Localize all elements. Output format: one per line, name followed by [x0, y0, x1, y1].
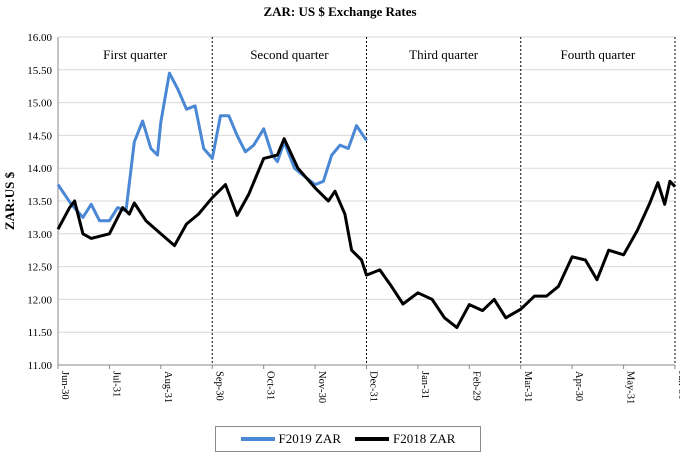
quarter-label: Third quarter: [409, 47, 479, 62]
x-tick-label: Aug-31: [162, 371, 173, 403]
x-tick-label: Dec-31: [368, 371, 379, 402]
legend-item-f2019: F2019 ZAR: [240, 431, 341, 447]
y-tick-label: 14.50: [27, 130, 52, 142]
legend-swatch-f2019: [240, 437, 275, 441]
x-tick-label: Jul-31: [110, 371, 121, 397]
x-tick-label: Mar-31: [522, 371, 533, 402]
x-tick-label: Feb-29: [470, 371, 481, 401]
x-tick-label: Oct-31: [265, 371, 276, 400]
quarter-label: Second quarter: [250, 47, 329, 62]
x-tick-label: Apr-30: [573, 371, 584, 401]
y-tick-label: 16.00: [27, 32, 52, 44]
x-tick-label: Jan-31: [419, 371, 430, 399]
chart-svg: ZAR: US $ Exchange Rates ZAR:US $ First …: [2, 4, 680, 404]
y-tick-label: 13.00: [27, 229, 52, 241]
legend-swatch-f2018: [355, 437, 389, 441]
x-tick-label: May-31: [625, 371, 636, 404]
y-tick-label: 15.50: [27, 65, 52, 77]
series-line-f2018-zar: [56, 137, 677, 330]
chart-title: ZAR: US $ Exchange Rates: [263, 4, 416, 19]
x-tick-label: Jun-30: [59, 371, 70, 400]
legend-label-f2018: F2018 ZAR: [393, 431, 456, 446]
y-tick-label: 12.50: [27, 262, 52, 274]
y-tick-label: 15.00: [27, 98, 52, 110]
y-tick-label: 13.50: [27, 196, 52, 208]
quarter-label: First quarter: [103, 47, 168, 62]
legend-label-f2019: F2019 ZAR: [278, 431, 341, 446]
x-tick-label: Jun-30: [676, 371, 680, 400]
legend-item-f2018: F2018 ZAR: [355, 431, 455, 447]
y-tick-label: 11.00: [28, 360, 53, 372]
legend: F2019 ZAR F2018 ZAR: [215, 426, 481, 452]
y-tick-label: 11.50: [28, 327, 53, 339]
quarter-label: Fourth quarter: [561, 47, 636, 62]
y-axis-label: ZAR:US $: [2, 171, 17, 230]
x-tick-label: Nov-30: [316, 371, 327, 403]
series-line-f2019-zar: [56, 71, 368, 223]
y-tick-label: 14.00: [27, 163, 52, 175]
y-tick-label: 12.00: [27, 294, 52, 306]
x-tick-label: Sep-30: [213, 371, 224, 401]
